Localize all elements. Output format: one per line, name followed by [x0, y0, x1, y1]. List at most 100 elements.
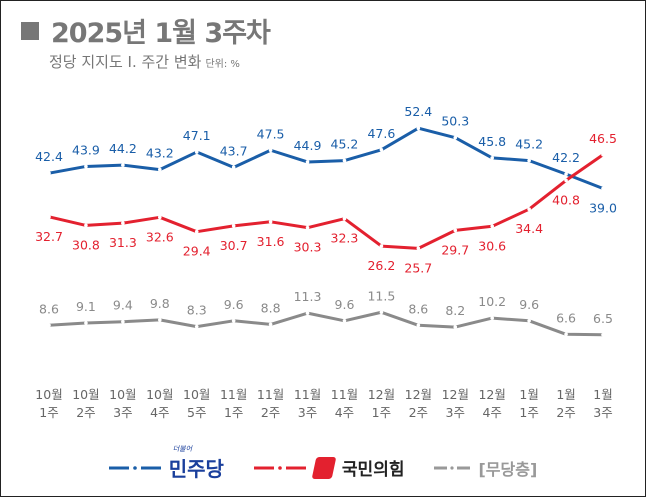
data-label-ind: 8.6 — [408, 301, 428, 316]
x-tick-label: 1주 — [224, 405, 243, 420]
legend-line-blue-icon — [108, 465, 161, 470]
data-label-ind: 9.1 — [76, 299, 96, 314]
data-label-dem: 52.4 — [404, 104, 432, 119]
x-tick-label: 10월 — [146, 387, 173, 402]
data-point-dem — [231, 165, 236, 170]
data-label-ind: 8.2 — [445, 303, 465, 318]
data-point-ppp — [158, 215, 162, 220]
data-point-ppp — [305, 225, 310, 230]
x-tick-label: 12월 — [368, 387, 395, 402]
data-label-ind: 11.5 — [367, 288, 395, 303]
data-label-dem: 39.0 — [589, 201, 617, 216]
data-label-ind: 9.6 — [519, 297, 539, 312]
data-point-ind — [342, 319, 347, 323]
data-label-ppp: 46.5 — [589, 131, 617, 146]
data-point-ind — [268, 322, 273, 327]
data-point-dem — [342, 158, 347, 163]
x-tick-label: 2주 — [76, 405, 95, 420]
data-label-ind: 9.6 — [224, 297, 244, 312]
data-point-dem — [121, 163, 125, 167]
data-label-dem: 47.6 — [367, 126, 395, 141]
data-label-dem: 44.9 — [294, 138, 322, 153]
title-text: 2025년 1월 3주차 — [51, 18, 271, 49]
subtitle: 정당 지지도 Ⅰ. 주간 변화 단위: % — [49, 51, 240, 72]
data-point-ind — [305, 311, 310, 315]
data-label-dem: 43.9 — [72, 142, 100, 157]
data-label-dem: 45.2 — [331, 137, 359, 152]
series-line-ind — [48, 310, 604, 337]
data-point-ind — [379, 310, 384, 315]
legend: 더불어 민주당 국민의힘 [무당층] — [1, 445, 645, 482]
legend-label-ppp: 국민의힘 — [341, 460, 405, 480]
data-label-dem: 42.2 — [552, 150, 580, 165]
x-tick-label: 11월 — [257, 387, 284, 402]
data-point-ind — [453, 325, 458, 329]
data-point-ppp — [47, 215, 51, 219]
x-tick-label: 1주 — [519, 405, 538, 420]
data-label-dem: 50.3 — [441, 114, 469, 129]
subtitle-text: 정당 지지도 Ⅰ. 주간 변화 — [49, 53, 202, 71]
data-point-ppp — [194, 229, 199, 234]
data-label-ind: 10.2 — [478, 294, 506, 309]
data-label-dem: 45.2 — [515, 137, 543, 152]
series-line-ppp — [48, 153, 604, 250]
legend-label-dem: 민주당 — [168, 457, 224, 481]
data-point-ind — [121, 319, 125, 324]
data-label-dem: 47.5 — [257, 126, 285, 141]
x-tick-label: 1월 — [519, 387, 538, 402]
x-tick-label: 3주 — [113, 405, 132, 420]
data-point-ind — [527, 319, 531, 323]
x-tick-label: 10월 — [109, 387, 136, 402]
data-label-ppp: 30.3 — [294, 240, 322, 255]
x-tick-label: 3주 — [593, 405, 612, 420]
data-point-dem — [47, 171, 51, 175]
x-tick-label: 12월 — [405, 387, 432, 402]
data-point-dem — [379, 148, 384, 152]
data-point-ind — [84, 321, 88, 325]
data-point-dem — [564, 172, 568, 176]
x-tick-label: 4주 — [150, 405, 169, 420]
x-tick-label: 4주 — [482, 405, 501, 420]
data-label-ppp: 32.3 — [331, 231, 359, 246]
data-point-ppp — [416, 246, 421, 251]
data-label-ind: 11.3 — [294, 289, 322, 304]
legend-line-gray-icon — [434, 465, 471, 470]
x-tick-label: 11월 — [331, 387, 358, 402]
data-point-dem — [490, 156, 495, 160]
data-label-ind: 8.8 — [261, 300, 281, 315]
page-title: 2025년 1월 3주차 — [21, 11, 271, 50]
legend-item-dem: 더불어 민주당 — [108, 445, 224, 482]
data-point-ppp — [564, 178, 568, 183]
data-label-ind: 9.8 — [150, 296, 170, 311]
data-point-ppp — [84, 223, 88, 228]
data-point-ppp — [527, 207, 531, 211]
legend-item-ind: [무당층] — [434, 456, 537, 480]
data-label-ppp: 29.4 — [183, 244, 211, 259]
data-point-dem — [84, 164, 88, 169]
data-label-dem: 47.1 — [183, 128, 211, 143]
x-tick-label: 1주 — [39, 405, 58, 420]
data-label-ppp: 25.7 — [404, 260, 432, 275]
x-tick-label: 10월 — [35, 387, 62, 402]
data-point-ppp — [268, 220, 273, 224]
data-point-ppp — [231, 224, 236, 228]
data-point-ppp — [453, 228, 458, 233]
x-tick-label: 1주 — [372, 405, 391, 420]
data-point-dem — [416, 126, 421, 130]
ppp-logo-icon — [311, 456, 337, 479]
data-point-ppp — [121, 221, 125, 225]
x-tick-label: 2주 — [261, 405, 280, 420]
data-point-dem — [158, 167, 162, 172]
x-tick-label: 3주 — [298, 405, 317, 420]
data-point-ind — [490, 316, 495, 320]
data-label-ppp: 32.7 — [35, 229, 63, 244]
data-label-ppp: 26.2 — [367, 258, 395, 273]
x-tick-label: 12월 — [442, 387, 469, 402]
data-point-ppp — [342, 216, 347, 221]
data-label-ind: 8.3 — [187, 303, 207, 318]
x-tick-label: 11월 — [294, 387, 321, 402]
x-tick-label: 2주 — [556, 405, 575, 420]
data-point-ind — [564, 332, 568, 337]
data-point-dem — [305, 160, 310, 164]
